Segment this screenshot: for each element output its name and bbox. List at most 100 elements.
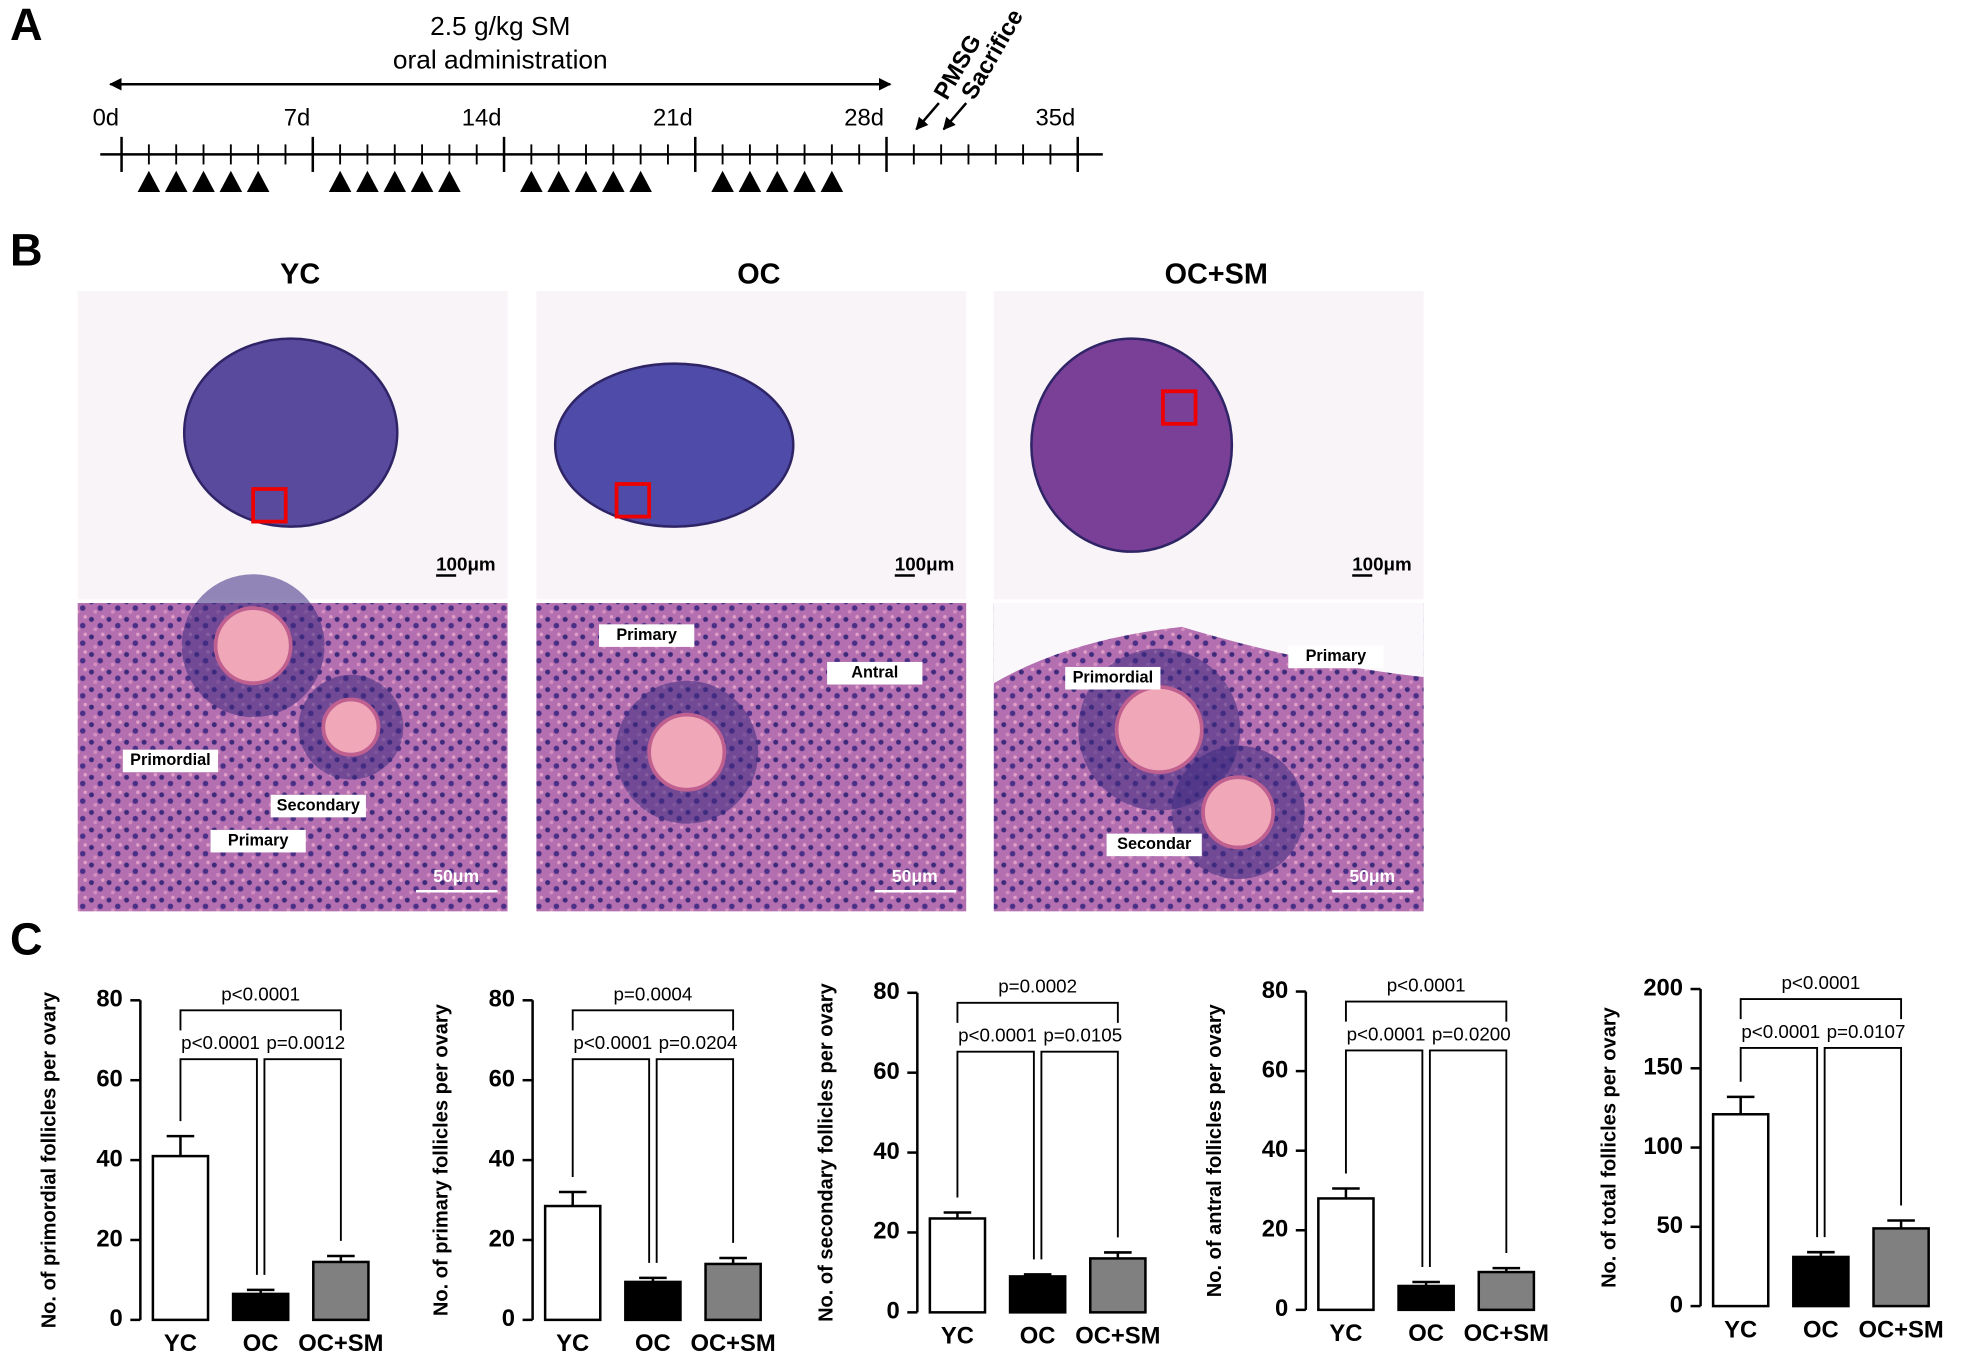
p-value: p<0.0001 [958, 1025, 1037, 1046]
event-arrow [915, 102, 940, 131]
annotation-box [122, 749, 219, 773]
significance-bracket [1344, 1000, 1508, 1022]
annotation-box [270, 794, 366, 818]
ovary-section [553, 362, 795, 528]
bar-chart: 0 20 40 60 80 No. of secondary follicles per … [815, 976, 1160, 1350]
x-tick-label: OC+SM [690, 1330, 775, 1357]
bar [704, 1262, 762, 1322]
bar [1008, 1275, 1067, 1314]
bar [543, 1204, 602, 1322]
bar [1397, 1284, 1455, 1312]
y-axis-label: No. of secondary follicles per ovary [815, 982, 837, 1322]
bar [312, 1260, 370, 1322]
p-value: p=0.0002 [998, 976, 1077, 997]
y-tick-label: 40 [1262, 1136, 1288, 1163]
dose-marker [602, 170, 625, 193]
x-tick-label: OC [1803, 1316, 1839, 1343]
administration-label: oral administration [393, 45, 608, 75]
oocyte [1114, 685, 1204, 775]
bar [928, 1217, 987, 1314]
annotation: Primary [1306, 647, 1367, 665]
dose-marker [629, 170, 652, 193]
oocyte [1201, 775, 1276, 850]
dose-marker [520, 170, 543, 193]
y-tick-label: 0 [1670, 1291, 1683, 1318]
bar-chart: 0 50 100 150 200 No. of total follicles per o… [1599, 972, 1944, 1343]
y-tick-label: 20 [489, 1225, 515, 1252]
scale-label: 100μm [895, 553, 955, 574]
y-tick-label: 60 [873, 1058, 899, 1085]
dose-marker [219, 170, 243, 193]
zoom-box [614, 482, 652, 519]
y-tick-label: 40 [96, 1145, 122, 1172]
x-tick-label: OC+SM [298, 1330, 383, 1357]
y-tick-label: 80 [873, 978, 899, 1005]
significance-bracket [956, 1001, 1119, 1023]
dose-marker [192, 170, 215, 193]
dose-marker [164, 170, 188, 193]
y-tick-label: 80 [96, 986, 122, 1013]
bar [1089, 1257, 1147, 1314]
significance-bracket [1428, 1049, 1508, 1267]
bar [1317, 1197, 1375, 1312]
x-tick-label: OC [635, 1330, 671, 1357]
x-tick-label: OC+SM [1464, 1320, 1549, 1347]
y-tick-label: 0 [110, 1305, 123, 1332]
day-label: 21d [653, 105, 693, 132]
dose-marker [410, 170, 434, 193]
annotation: Primordial [1073, 669, 1154, 687]
bar [1711, 1113, 1770, 1308]
y-axis-label: No. of primary follicles per ovary [431, 1003, 453, 1316]
p-value: p=0.0012 [266, 1032, 345, 1053]
scale-label: 100μm [1352, 553, 1412, 574]
scale-label: 50μm [433, 866, 479, 886]
p-value: p<0.0001 [1781, 972, 1860, 993]
annotation: Antral [851, 664, 898, 682]
x-tick-label: YC [164, 1330, 197, 1357]
panel-label: A [10, 0, 43, 50]
significance-bracket [263, 1058, 342, 1275]
y-tick-label: 40 [489, 1145, 515, 1172]
significance-bracket [1040, 1050, 1119, 1260]
dose-marker [356, 170, 379, 193]
dose-marker [547, 170, 570, 193]
p-value: p=0.0004 [613, 983, 692, 1004]
dose-marker [328, 170, 352, 193]
administration-label: 2.5 g/kg SM [430, 11, 570, 41]
significance-bracket [956, 1050, 1035, 1260]
x-tick-label: YC [941, 1323, 974, 1350]
scale-label: 100μm [436, 553, 496, 574]
group-title: YC [280, 259, 320, 291]
dose-marker [574, 170, 598, 193]
bar [231, 1292, 290, 1322]
p-value: p=0.0107 [1827, 1021, 1906, 1042]
y-tick-label: 80 [1262, 977, 1288, 1004]
group-title: OC+SM [1165, 259, 1268, 291]
day-label: 35d [1036, 105, 1076, 132]
y-axis-label: No. of total follicles per ovary [1599, 1006, 1621, 1288]
event-arrow [942, 102, 968, 131]
y-tick-label: 50 [1657, 1212, 1683, 1239]
significance-bracket [571, 1058, 651, 1263]
p-value: p<0.0001 [221, 983, 300, 1004]
x-tick-label: YC [556, 1330, 589, 1357]
p-value: p<0.0001 [1741, 1021, 1820, 1042]
oocyte [647, 712, 727, 792]
significance-bracket [571, 1009, 735, 1031]
dose-marker [765, 170, 789, 193]
significance-bracket [1739, 1046, 1819, 1238]
p-value: p<0.0001 [1387, 974, 1466, 995]
bar-chart: 0 20 40 60 80 No. of primordial follicles per… [38, 983, 383, 1357]
annotation: Primary [616, 626, 677, 644]
p-value: p=0.0105 [1043, 1025, 1122, 1046]
zoom-box [251, 487, 288, 524]
bar-chart: 0 20 40 60 80 No. of primary follicles per ov… [431, 983, 776, 1357]
p-value: p=0.0204 [659, 1032, 738, 1053]
x-tick-label: OC [243, 1330, 279, 1357]
y-tick-label: 20 [1262, 1216, 1288, 1243]
x-tick-label: OC+SM [1858, 1316, 1943, 1343]
annotation-box [210, 829, 306, 853]
significance-bracket [1823, 1046, 1903, 1238]
ovary-section [1030, 337, 1234, 553]
